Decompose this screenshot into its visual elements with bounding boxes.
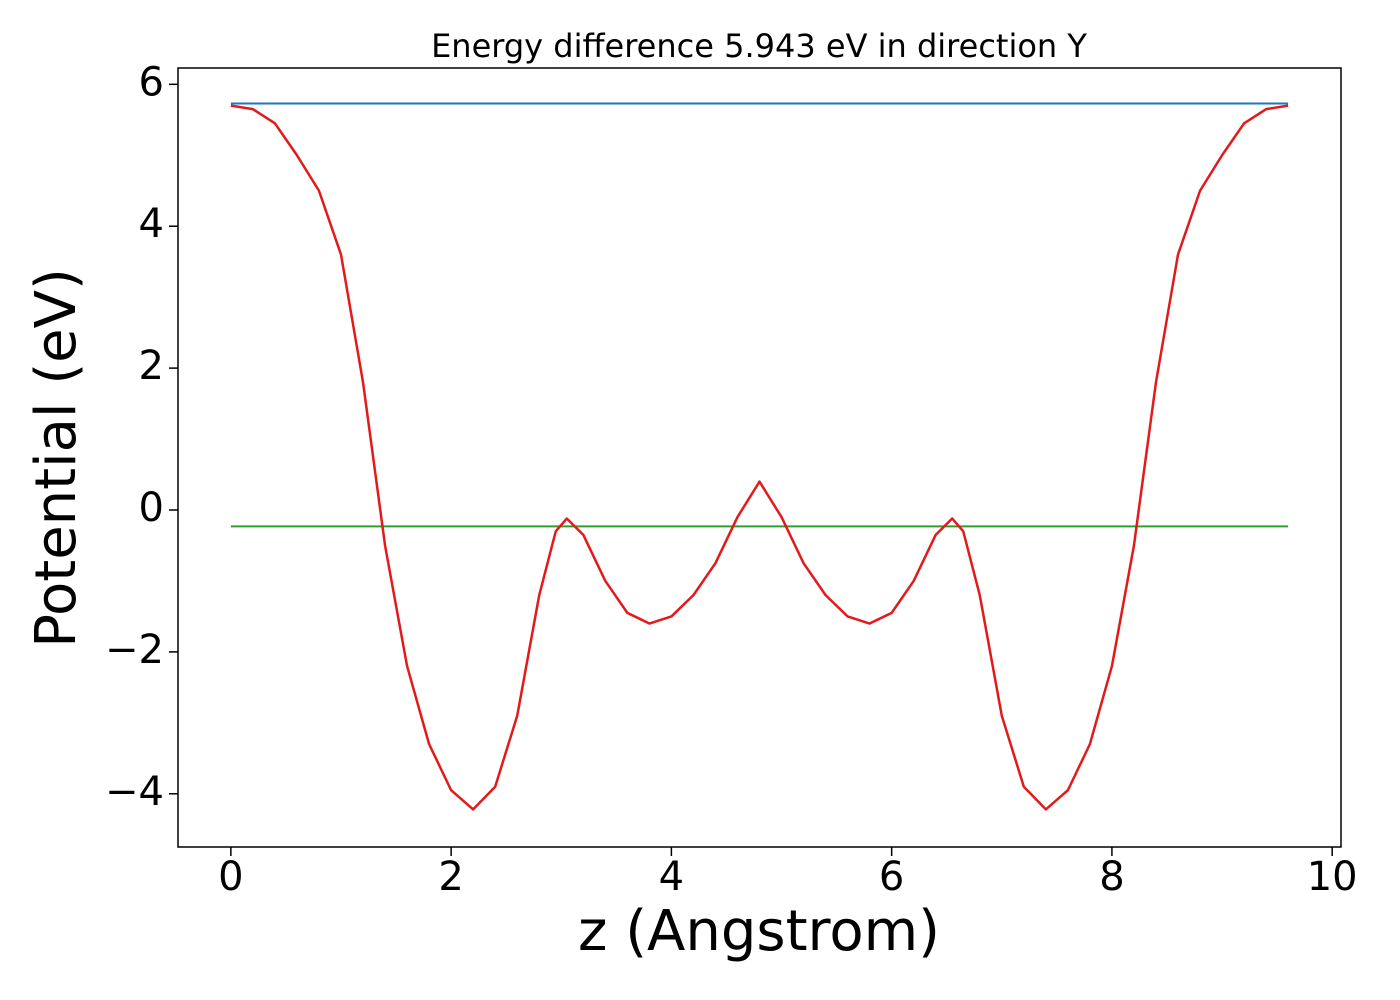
chart-title: Energy difference 5.943 eV in direction … bbox=[431, 27, 1087, 65]
y-tick-label: 4 bbox=[139, 201, 164, 247]
x-tick-label: 8 bbox=[1099, 854, 1124, 900]
y-tick-label: 0 bbox=[139, 485, 164, 531]
x-tick-label: 10 bbox=[1307, 854, 1358, 900]
y-axis-label: Potential (eV) bbox=[24, 268, 89, 648]
plot-frame bbox=[177, 67, 1342, 848]
y-tick-label: 6 bbox=[139, 59, 164, 105]
x-tick-label: 2 bbox=[438, 854, 463, 900]
x-axis-label: z (Angstrom) bbox=[578, 899, 940, 964]
y-tick-label: 2 bbox=[139, 343, 164, 389]
x-tick-label: 0 bbox=[218, 854, 243, 900]
x-tick-label: 6 bbox=[879, 854, 904, 900]
y-tick-label: −2 bbox=[105, 627, 164, 673]
y-tick-label: −4 bbox=[105, 769, 164, 815]
line-series bbox=[230, 104, 1289, 811]
x-tick-label: 4 bbox=[659, 854, 684, 900]
